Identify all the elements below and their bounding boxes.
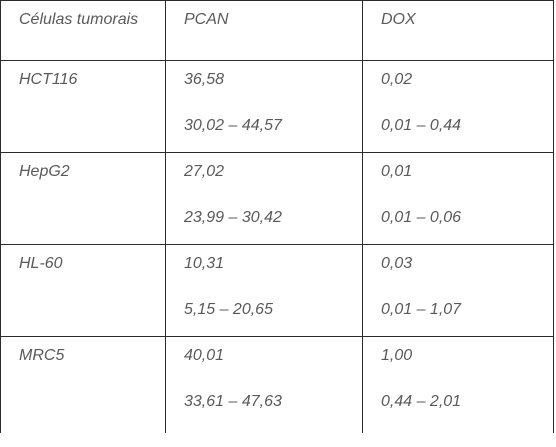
cell-line-name: HCT116	[0, 60, 166, 153]
dox-value: 1,00	[381, 347, 413, 364]
header-cell-dox: DOX	[362, 0, 554, 61]
pcan-cell: 27,02 23,99 – 30,42	[165, 152, 363, 245]
pcan-cell: 40,01 33,61 – 47,63	[165, 336, 363, 433]
table-header-row: Células tumorais PCAN DOX	[0, 0, 554, 61]
pcan-range: 23,99 – 30,42	[184, 209, 282, 226]
table-row: HL-60 10,31 5,15 – 20,65 0,03 0,01 – 1,07	[0, 244, 554, 337]
cell-line-name: HepG2	[0, 152, 166, 245]
dox-value: 0,02	[381, 71, 413, 88]
dox-range: 0,01 – 1,07	[381, 301, 462, 318]
pcan-value: 27,02	[184, 163, 225, 180]
table-row: MRC5 40,01 33,61 – 47,63 1,00 0,44 – 2,01	[0, 336, 554, 433]
dox-value: 0,01	[381, 163, 413, 180]
pcan-value: 36,58	[184, 71, 225, 88]
table-row: HCT116 36,58 30,02 – 44,57 0,02 0,01 – 0,4…	[0, 60, 554, 153]
pcan-cell: 36,58 30,02 – 44,57	[165, 60, 363, 153]
dox-cell: 0,02 0,01 – 0,44	[362, 60, 554, 153]
header-cell-pcan: PCAN	[165, 0, 363, 61]
pcan-range: 33,61 – 47,63	[184, 393, 282, 410]
dox-cell: 0,03 0,01 – 1,07	[362, 244, 554, 337]
pcan-cell: 10,31 5,15 – 20,65	[165, 244, 363, 337]
dox-range: 0,44 – 2,01	[381, 393, 462, 410]
table-row: HepG2 27,02 23,99 – 30,42 0,01 0,01 – 0,06	[0, 152, 554, 245]
cell-line-name: HL-60	[0, 244, 166, 337]
pcan-value: 10,31	[184, 255, 225, 272]
dox-cell: 0,01 0,01 – 0,06	[362, 152, 554, 245]
results-table: Células tumorais PCAN DOX HCT116 36,58 30…	[0, 0, 554, 433]
dox-range: 0,01 – 0,44	[381, 117, 462, 134]
pcan-value: 40,01	[184, 347, 225, 364]
dox-cell: 1,00 0,44 – 2,01	[362, 336, 554, 433]
header-cell-cell-lines: Células tumorais	[0, 0, 166, 61]
dox-range: 0,01 – 0,06	[381, 209, 462, 226]
cell-line-name: MRC5	[0, 336, 166, 433]
pcan-range: 30,02 – 44,57	[184, 117, 282, 134]
dox-value: 0,03	[381, 255, 413, 272]
pcan-range: 5,15 – 20,65	[184, 301, 273, 318]
